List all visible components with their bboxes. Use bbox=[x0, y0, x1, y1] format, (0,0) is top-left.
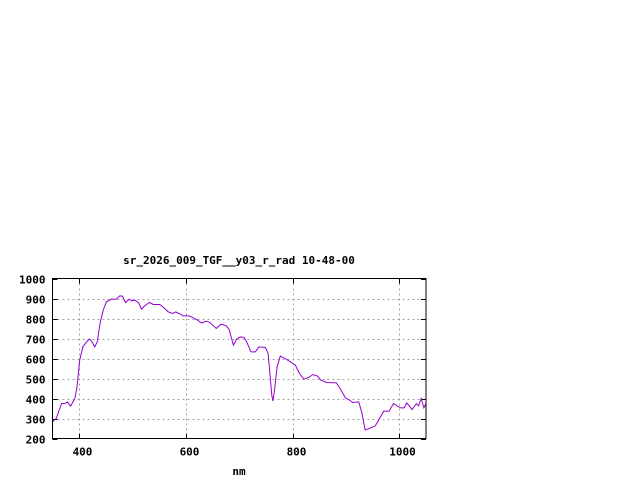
y-tick-label: 400 bbox=[26, 394, 46, 407]
series-line bbox=[52, 295, 427, 431]
x-tick-label: 1000 bbox=[389, 446, 416, 459]
x-tick-label: 600 bbox=[180, 446, 200, 459]
axis-ticks: 200 300 400 500 600 700 800 900 1000 400 600 800 100… bbox=[19, 274, 426, 459]
y-tick-label: 800 bbox=[26, 314, 46, 327]
y-tick-label: 900 bbox=[26, 294, 46, 307]
y-tick-label: 600 bbox=[26, 354, 46, 367]
y-tick-label: 300 bbox=[26, 414, 46, 427]
y-tick-label: 700 bbox=[26, 334, 46, 347]
chart-title: sr_2026_009_TGF__y03_r_rad 10-48-00 bbox=[123, 254, 355, 267]
plot-frame bbox=[52, 278, 427, 439]
y-tick-label: 1000 bbox=[19, 274, 46, 287]
grid bbox=[52, 278, 426, 439]
x-tick-label: 800 bbox=[287, 446, 307, 459]
y-tick-label: 200 bbox=[26, 434, 46, 447]
y-tick-label: 500 bbox=[26, 374, 46, 387]
x-tick-label: 400 bbox=[73, 446, 93, 459]
x-axis-label: nm bbox=[232, 465, 246, 478]
